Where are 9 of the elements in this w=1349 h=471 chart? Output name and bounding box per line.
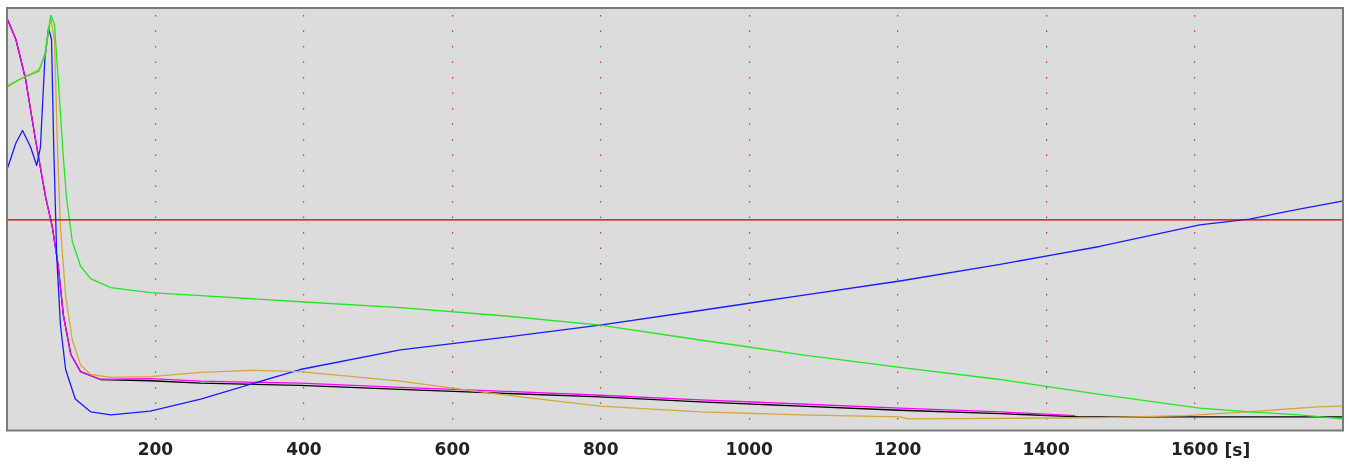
x-tick-label: 200 (137, 439, 174, 460)
x-tick-label: 600 (434, 439, 471, 460)
x-tick-label: 1600 (1170, 439, 1219, 460)
x-tick-label: 1200 (874, 439, 922, 460)
x-axis-title: [s] (1224, 440, 1251, 461)
x-tick-label: 400 (286, 439, 322, 460)
x-tick-label: 800 (583, 439, 619, 460)
x-tick-label: 1000 (725, 439, 774, 460)
x-tick-label: 1400 (1022, 439, 1070, 460)
